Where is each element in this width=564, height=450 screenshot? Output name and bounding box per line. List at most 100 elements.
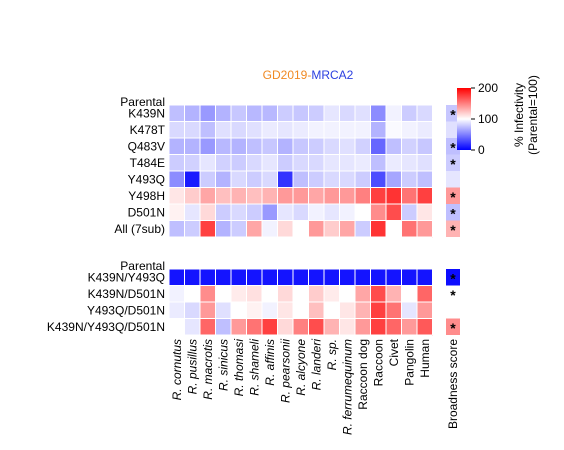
heatmap-cell <box>231 285 247 303</box>
heatmap-cell <box>293 220 309 238</box>
heatmap-cell <box>339 187 356 205</box>
heatmap-cell <box>293 269 309 286</box>
heatmap-cell <box>401 318 418 336</box>
heatmap-cell <box>231 121 247 139</box>
heatmap-cell <box>386 171 402 188</box>
heatmap-cell <box>370 204 387 221</box>
heatmap-cell <box>246 204 263 221</box>
column-label: R. alcyone <box>294 339 308 396</box>
heatmap-cell <box>246 220 263 238</box>
heatmap-cell <box>262 105 278 122</box>
heatmap-cell <box>308 269 325 286</box>
heatmap-cell <box>215 171 232 188</box>
row-label: K439N <box>128 106 165 120</box>
row-label: All (7sub) <box>114 222 165 236</box>
heatmap-cell <box>339 318 356 336</box>
heatmap-cell <box>215 204 232 221</box>
heatmap-cell <box>246 269 263 286</box>
heatmap-cell <box>401 154 418 172</box>
heatmap-cell <box>231 204 247 221</box>
heatmap-cell <box>308 318 325 336</box>
heatmap-cell <box>215 302 232 319</box>
heatmap-cell <box>339 302 356 319</box>
heatmap-cell <box>169 269 185 286</box>
significance-star: * <box>450 205 456 221</box>
heatmap-cell <box>200 220 216 238</box>
heatmap-cell <box>355 269 371 286</box>
significance-star: * <box>450 106 456 122</box>
broadness-cell <box>446 171 460 188</box>
heatmap-cell <box>355 204 371 221</box>
heatmap-cell <box>293 187 309 205</box>
heatmap-cell <box>215 121 232 139</box>
heatmap-cell <box>277 171 294 188</box>
heatmap-cell <box>401 302 418 319</box>
heatmap-cell <box>293 318 309 336</box>
heatmap-cell <box>355 171 371 188</box>
column-label: Human <box>418 339 432 378</box>
heatmap-cell <box>324 220 340 238</box>
heatmap-cell <box>386 318 402 336</box>
row-label: T484E <box>130 156 165 170</box>
heatmap-cell <box>293 121 309 139</box>
heatmap-cell <box>308 154 325 172</box>
heatmap-cell <box>339 121 356 139</box>
heatmap-cell <box>277 121 294 139</box>
heatmap-cell <box>355 105 371 122</box>
heatmap-cell <box>246 187 263 205</box>
chart-title-part1: GD2019 <box>263 68 308 82</box>
heatmap-cell <box>370 269 387 286</box>
heatmap-cell <box>231 302 247 319</box>
heatmap-cell <box>386 285 402 303</box>
heatmap-cell <box>324 121 340 139</box>
row-label: K439N/D501N <box>88 287 165 301</box>
heatmap-cell <box>262 318 278 336</box>
heatmap-grid <box>168 104 433 336</box>
heatmap-cell <box>417 318 433 336</box>
heatmap-cell <box>246 318 263 336</box>
heatmap-cell <box>386 302 402 319</box>
column-label: R. sp. <box>325 339 339 370</box>
broadness-cell <box>446 269 460 286</box>
heatmap-cell <box>277 105 294 122</box>
heatmap-cell <box>401 220 418 238</box>
heatmap-cell <box>370 154 387 172</box>
heatmap-cell <box>200 154 216 172</box>
column-label: R. pearsonii <box>278 339 292 403</box>
heatmap-cell <box>184 302 201 319</box>
heatmap-cell <box>215 187 232 205</box>
heatmap-cell <box>386 204 402 221</box>
heatmap-cell <box>277 285 294 303</box>
heatmap-cell <box>370 318 387 336</box>
heatmap-cell <box>370 285 387 303</box>
heatmap-cell <box>339 105 356 122</box>
column-label: R. sinicus <box>216 339 230 391</box>
heatmap-cell <box>355 285 371 303</box>
column-label: Pangolin <box>402 339 416 386</box>
heatmap-cell <box>184 138 201 155</box>
row-labels: ParentalK439NK478TQ483VT484EY493QY498HD5… <box>47 95 166 334</box>
heatmap-cell <box>169 302 185 319</box>
heatmap-cell <box>417 138 433 155</box>
row-label: K478T <box>130 123 166 137</box>
heatmap-cell <box>339 154 356 172</box>
heatmap-cell <box>200 285 216 303</box>
heatmap-cell <box>200 204 216 221</box>
heatmap-cell <box>246 138 263 155</box>
heatmap-cell <box>262 154 278 172</box>
heatmap-cell <box>231 171 247 188</box>
heatmap-cell <box>262 269 278 286</box>
heatmap-cell <box>169 154 185 172</box>
heatmap-cell <box>417 121 433 139</box>
heatmap-cell <box>386 121 402 139</box>
heatmap-cell <box>308 138 325 155</box>
row-label: D501N <box>128 205 165 219</box>
colorbar-gradient <box>457 88 471 150</box>
heatmap-cell <box>308 105 325 122</box>
heatmap-cell <box>417 302 433 319</box>
heatmap-cell <box>169 138 185 155</box>
significance-star: * <box>450 139 456 155</box>
heatmap-cell <box>231 105 247 122</box>
heatmap-cell <box>339 220 356 238</box>
